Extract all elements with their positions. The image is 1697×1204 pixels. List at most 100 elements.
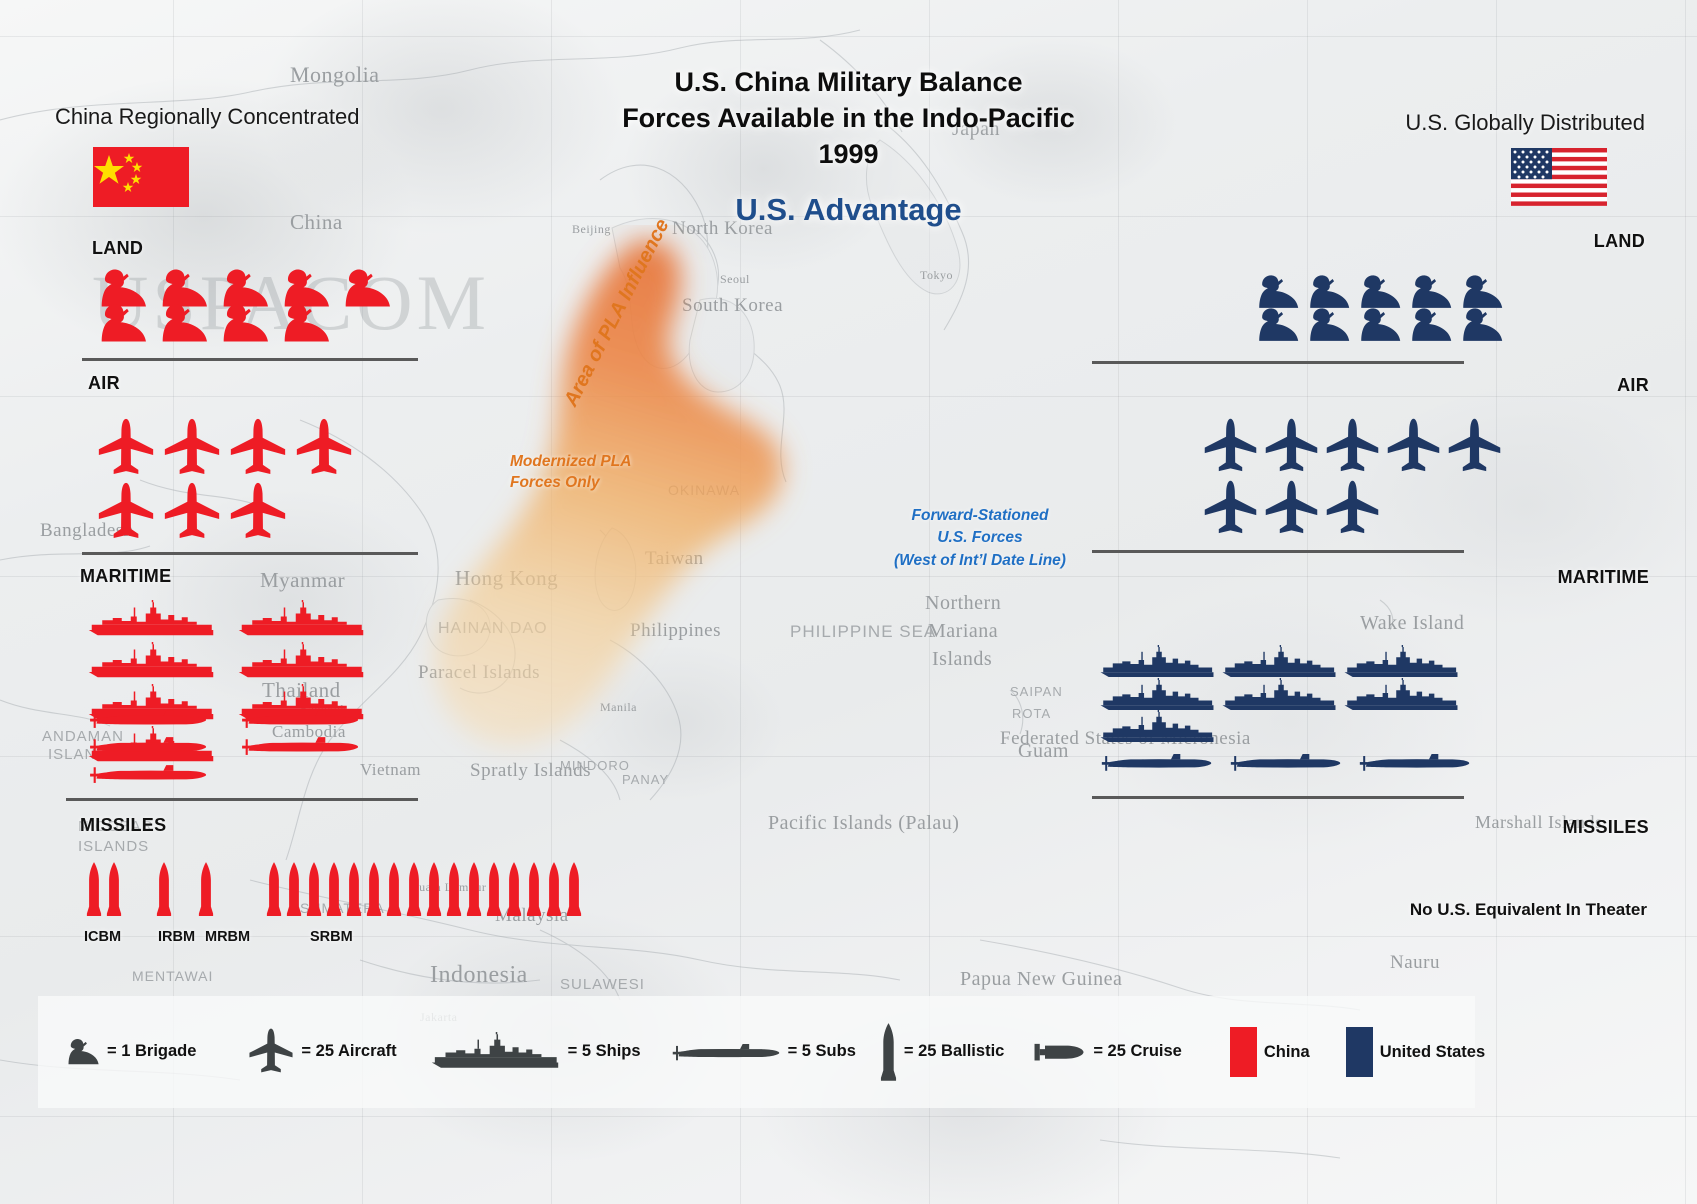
map-label: Nauru [1390, 952, 1440, 973]
ship-icon-wrap [236, 600, 366, 639]
ballistic-missile-icon [466, 862, 482, 917]
map-label: Northern [925, 592, 1002, 614]
cruise-missile-icon [1032, 1043, 1086, 1061]
map-label: PHILIPPINE SEA [790, 622, 937, 641]
soldier-icon [1310, 275, 1350, 308]
aircraft-icon-wrap [295, 418, 353, 479]
aircraft-icon [230, 482, 286, 538]
china-ships-column-left [86, 600, 216, 768]
aircraft-icon-wrap [229, 482, 287, 543]
submarine-icon-wrap [238, 735, 360, 756]
map-label: Myanmar [260, 568, 346, 592]
map-label: Pacific Islands (Palau) [768, 812, 960, 834]
legend-china-label: China [1263, 1042, 1310, 1061]
aircraft-icon [1448, 418, 1501, 472]
map-label: North Korea [672, 218, 773, 239]
submarine-icon-wrap [86, 708, 208, 729]
missile-label-srbm: SRBM [310, 929, 353, 945]
ballistic-missile-icon-wrap [386, 862, 402, 917]
ship-icon-wrap [1098, 678, 1216, 713]
aircraft-icon-wrap [1203, 480, 1258, 538]
map-label: Mongolia [290, 62, 380, 87]
forward-stationed-annotation: Forward-Stationed U.S. Forces (West of I… [880, 505, 1080, 572]
ship-icon [1100, 645, 1214, 677]
soldier-icon [1259, 308, 1299, 341]
ballistic-missile-icon [366, 862, 382, 917]
ballistic-missile-icon-wrap [566, 862, 582, 917]
aircraft-icon-wrap [1264, 418, 1319, 476]
us-air-icons-row-1 [1203, 418, 1508, 476]
forward-line-3: (West of Int’l Date Line) [894, 551, 1066, 569]
missile-group-icbm [86, 862, 126, 917]
soldier-icon [223, 269, 268, 307]
ballistic-missile-icon-wrap [346, 862, 362, 917]
us-air-divider [1092, 550, 1464, 553]
china-missiles-label: MISSILES [80, 815, 167, 835]
soldier-icon-wrap [1307, 274, 1351, 310]
submarine-icon-wrap [1098, 752, 1213, 772]
aircraft-icon-wrap [163, 418, 221, 479]
map-label: Philippines [630, 620, 722, 641]
map-label: Guam [1018, 740, 1069, 762]
ballistic-missile-icon [106, 862, 122, 917]
china-panel-heading: China Regionally Concentrated [55, 104, 360, 129]
submarine-icon-wrap [86, 735, 208, 756]
china-air-icons-row-1 [97, 418, 361, 479]
china-missile-icons [86, 862, 586, 918]
ballistic-missile-icon-wrap [286, 862, 302, 917]
aircraft-icon [248, 1028, 294, 1076]
legend-item-text: = 25 Aircraft [301, 1042, 397, 1061]
ballistic-missile-icon-wrap [446, 862, 462, 917]
soldier-icon-wrap [1409, 307, 1453, 343]
aircraft-icon-wrap [1264, 480, 1319, 538]
china-ships-column-right [236, 600, 366, 726]
soldier-icon [284, 269, 329, 307]
ballistic-missile-icon-wrap [486, 862, 502, 917]
ballistic-missile-icon [566, 862, 582, 917]
aircraft-icon [98, 482, 154, 538]
ship-icon [238, 642, 364, 678]
ship-icon-wrap [1220, 645, 1338, 680]
ballistic-missile-icon [426, 862, 442, 917]
ship-icon [1100, 710, 1214, 742]
soldier-icon [1310, 308, 1350, 341]
legend-item-text: = 5 Subs [787, 1042, 856, 1061]
submarine-icon [242, 737, 359, 756]
ballistic-missile-icon [880, 1023, 896, 1081]
ship-icon-wrap [236, 642, 366, 681]
soldier-icon [345, 269, 390, 307]
map-label: Spratly Islands [470, 760, 591, 781]
ship-icon [238, 600, 364, 636]
soldier-icon [1463, 308, 1503, 341]
us-land-divider [1092, 361, 1464, 364]
map-label: Wake Island [1360, 612, 1465, 634]
aircraft-icon [1326, 480, 1379, 534]
ballistic-missile-icon [346, 862, 362, 917]
ship-icon [431, 1032, 558, 1068]
aircraft-icon [230, 418, 286, 474]
ship-icon [1344, 678, 1458, 710]
forward-line-1: Forward-Stationed [911, 507, 1049, 524]
ship-icon [1222, 678, 1336, 710]
map-label: Tokyo [920, 268, 953, 282]
ballistic-missile-icon-wrap [306, 862, 322, 917]
us-no-equivalent-note: No U.S. Equivalent In Theater [1409, 900, 1647, 919]
map-label: MENTAWAI [132, 968, 214, 984]
aircraft-icon [164, 418, 220, 474]
ballistic-missile-icon [198, 862, 214, 917]
ballistic-missile-icon [386, 862, 402, 917]
submarine-icon [1101, 754, 1212, 771]
china-air-divider [82, 552, 418, 555]
map-label: Bangladesh [40, 520, 134, 541]
pla-annotation-line-1: Modernized PLA [510, 453, 632, 470]
aircraft-icon [164, 482, 220, 538]
map-label: China [290, 210, 343, 234]
map-label: Manila [600, 700, 637, 714]
missile-group-srbm [266, 862, 586, 917]
soldier-icon [68, 1039, 99, 1065]
ship-icon [88, 726, 214, 762]
ballistic-missile-icon-wrap [366, 862, 382, 917]
china-subs-column-left [86, 708, 208, 790]
aircraft-icon-wrap [1325, 480, 1380, 538]
submarine-icon [1359, 754, 1470, 771]
